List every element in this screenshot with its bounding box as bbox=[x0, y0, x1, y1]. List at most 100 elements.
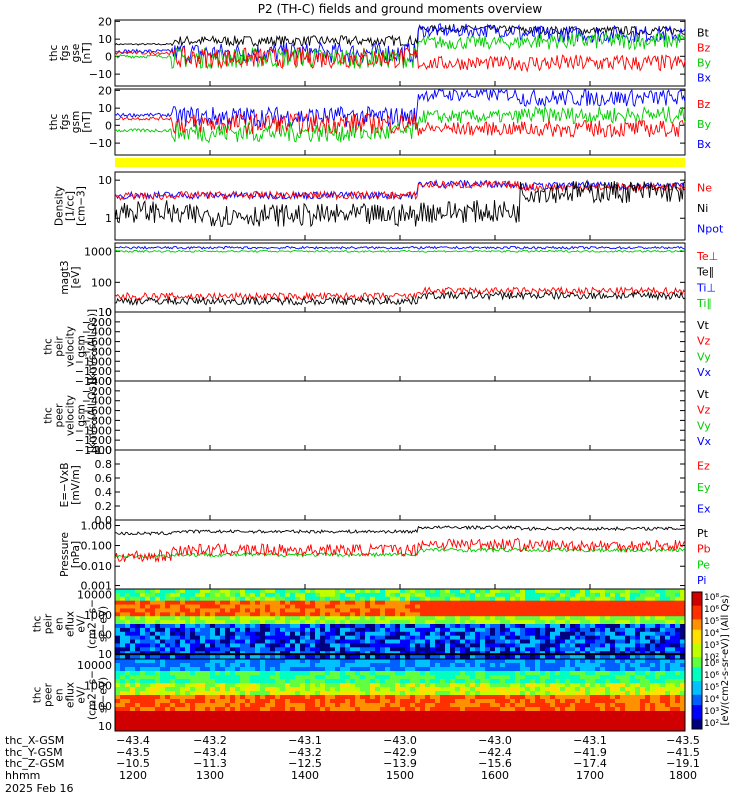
y-tick-label: −1400 bbox=[75, 444, 112, 457]
spectrogram-cell bbox=[585, 719, 591, 724]
spectrogram-cell bbox=[665, 675, 671, 680]
spectrogram-cell bbox=[590, 631, 596, 637]
spectrogram-cell bbox=[320, 608, 326, 613]
spectrogram-cell bbox=[280, 707, 286, 712]
spectrogram-cell bbox=[445, 703, 451, 708]
spectrogram-cell bbox=[265, 620, 271, 625]
spectrogram-cell bbox=[560, 683, 566, 688]
spectrogram-cell bbox=[480, 663, 486, 668]
spectrogram-cell bbox=[190, 612, 196, 617]
spectrogram-cell bbox=[225, 691, 231, 696]
spectrogram-cell bbox=[360, 663, 366, 668]
spectrogram-cell bbox=[295, 624, 301, 629]
spectrogram-cell bbox=[620, 723, 626, 728]
spectrogram-cell bbox=[240, 711, 246, 716]
spectrogram-cell bbox=[380, 620, 386, 625]
spectrogram-cell bbox=[565, 711, 571, 716]
spectrogram-cell bbox=[575, 659, 581, 664]
spectrogram-cell bbox=[160, 596, 166, 602]
spectrogram-cell bbox=[425, 612, 431, 617]
spectrogram-cell bbox=[650, 691, 656, 696]
spectrogram-cell bbox=[195, 596, 201, 602]
spectrogram-cell bbox=[320, 691, 326, 696]
spectrogram-cell bbox=[480, 707, 486, 712]
y-tick-label: 0.010 bbox=[81, 560, 113, 573]
spectrogram-cell bbox=[350, 616, 356, 621]
spectrogram-cell bbox=[605, 608, 611, 613]
spectrogram-cell bbox=[660, 683, 666, 688]
spectrogram-cell bbox=[480, 624, 486, 629]
spectrogram-cell bbox=[560, 675, 566, 680]
spectrogram-cell bbox=[670, 671, 676, 676]
spectrogram-cell bbox=[645, 655, 651, 660]
spectrogram-cell bbox=[185, 667, 191, 672]
spectrogram-cell bbox=[280, 727, 286, 732]
spectrogram-cell bbox=[510, 589, 516, 594]
spectrogram-cell bbox=[155, 723, 161, 728]
spectrogram-cell bbox=[640, 592, 646, 598]
spectrogram-cell bbox=[675, 608, 681, 613]
spectrogram-cell bbox=[280, 711, 286, 716]
spectrogram-cell bbox=[370, 671, 376, 676]
spectrogram-cell bbox=[625, 604, 631, 609]
spectrogram-cell bbox=[335, 667, 341, 672]
spectrogram-cell bbox=[135, 711, 141, 716]
spectrogram-cell bbox=[655, 643, 661, 648]
spectrogram-cell bbox=[575, 589, 581, 594]
spectrogram-cell bbox=[305, 589, 311, 594]
spectrogram-cell bbox=[280, 612, 286, 617]
spectrogram-cell bbox=[445, 639, 451, 644]
spectrogram-cell bbox=[625, 596, 631, 602]
spectrogram-cell bbox=[420, 620, 426, 625]
spectrogram-cell bbox=[475, 667, 481, 672]
spectrogram-cell bbox=[540, 699, 546, 704]
spectrogram-cell bbox=[665, 699, 671, 704]
spectrogram-cell bbox=[445, 604, 451, 609]
spectrogram-cell bbox=[255, 596, 261, 602]
spectrogram-cell bbox=[230, 589, 236, 594]
spectrogram-cell bbox=[645, 707, 651, 712]
spectrogram-cell bbox=[580, 608, 586, 613]
spectrogram-cell bbox=[260, 679, 266, 684]
spectrogram-cell bbox=[425, 631, 431, 637]
spectrogram-cell bbox=[305, 627, 311, 633]
spectrogram-cell bbox=[435, 707, 441, 712]
spectrogram-cell bbox=[125, 643, 131, 648]
y-tick-label: 0 bbox=[105, 375, 112, 388]
spectrogram-cell bbox=[250, 627, 256, 633]
spectrogram-cell bbox=[620, 616, 626, 621]
spectrogram-cell bbox=[630, 612, 636, 617]
spectrogram-cell bbox=[165, 647, 171, 652]
spectrogram-cell bbox=[145, 639, 151, 644]
spectrogram-cell bbox=[440, 719, 446, 724]
spectrogram-cell bbox=[595, 647, 601, 652]
legend-Vt: Vt bbox=[697, 388, 710, 401]
spectrogram-cell bbox=[165, 727, 171, 732]
spectrogram-cell bbox=[680, 667, 686, 672]
spectrogram-cell bbox=[490, 639, 496, 644]
spectrogram-cell bbox=[270, 675, 276, 680]
spectrogram-cell bbox=[175, 592, 181, 598]
spectrogram-cell bbox=[315, 719, 321, 724]
spectrogram-cell bbox=[455, 715, 461, 720]
spectrogram-cell bbox=[440, 699, 446, 704]
spectrogram-cell bbox=[500, 675, 506, 680]
spectrogram-cell bbox=[115, 635, 121, 640]
spectrogram-cell bbox=[455, 643, 461, 648]
spectrogram-cell bbox=[510, 612, 516, 617]
spectrogram-cell bbox=[290, 715, 296, 720]
spectrogram-cell bbox=[425, 667, 431, 672]
spectrogram-cell bbox=[495, 695, 501, 700]
spectrogram-cell bbox=[410, 592, 416, 598]
spectrogram-cell bbox=[635, 699, 641, 704]
spectrogram-cell bbox=[450, 671, 456, 676]
spectrogram-cell bbox=[575, 679, 581, 684]
spectrogram-cell bbox=[365, 715, 371, 720]
spectrogram-cell bbox=[340, 627, 346, 633]
spectrogram-cell bbox=[470, 667, 476, 672]
spectrogram-cell bbox=[175, 655, 181, 660]
spectrogram-cell bbox=[300, 592, 306, 598]
spectrogram-cell bbox=[575, 683, 581, 688]
spectrogram-cell bbox=[145, 655, 151, 660]
spectrogram-cell bbox=[680, 604, 686, 609]
